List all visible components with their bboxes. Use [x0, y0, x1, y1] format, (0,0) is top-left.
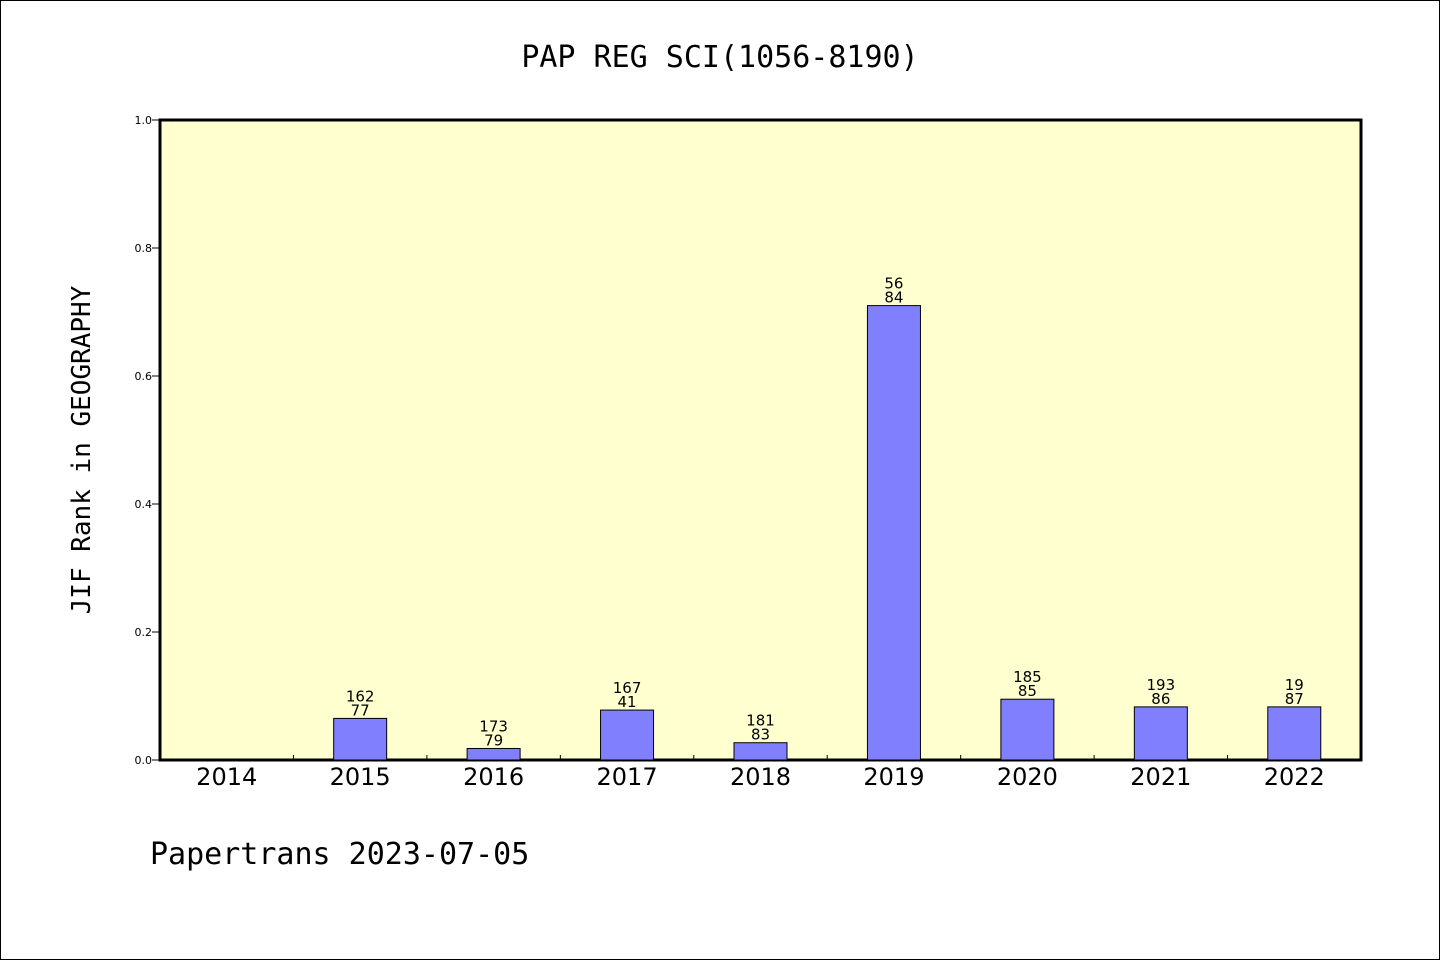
- bar-label-rank: 19: [1285, 676, 1304, 694]
- bar: [333, 717, 388, 761]
- y-tick-label: 0.4: [135, 498, 153, 511]
- bar: [1133, 706, 1188, 761]
- bar-label-total: 87: [1285, 690, 1304, 708]
- bar-label-rank: 193: [1147, 676, 1176, 694]
- footer-credit: Papertrans 2023-07-05: [150, 837, 529, 872]
- bar-label-total: 85: [1018, 682, 1037, 700]
- x-tick-label: 2020: [997, 763, 1058, 791]
- x-tick-label: 2021: [1130, 763, 1191, 791]
- bar-series: [333, 305, 1322, 761]
- bar-label-total: 83: [751, 726, 770, 744]
- bar: [1267, 706, 1322, 761]
- bar-label-total: 79: [484, 731, 503, 749]
- plot-area: [158, 118, 1363, 762]
- y-axis-label: JIF Rank in GEOGRAPHY: [67, 285, 97, 614]
- y-tick-label: 1.0: [135, 114, 153, 127]
- bar: [600, 709, 655, 761]
- bar-label-total: 77: [351, 701, 370, 719]
- x-axis-ticks: 2014 2015 2016 2017 2018 2019 2020 2021 2022: [196, 755, 1325, 791]
- bar: [866, 305, 921, 761]
- y-tick-label: 0.0: [135, 754, 153, 767]
- x-tick-label: 2016: [463, 763, 524, 791]
- bar-label-rank: 185: [1013, 668, 1042, 686]
- chart-title: PAP REG SCI(1056-8190): [521, 40, 918, 75]
- bar-label-rank: 167: [613, 679, 642, 697]
- bar-label-total: 41: [618, 693, 637, 711]
- y-tick-label: 0.2: [135, 626, 153, 639]
- bar-label-rank: 173: [479, 717, 508, 735]
- bar-label-rank: 56: [884, 275, 903, 293]
- x-tick-label: 2014: [196, 763, 257, 791]
- bar: [466, 747, 521, 761]
- x-tick-label: 2019: [863, 763, 924, 791]
- y-tick-label: 0.8: [135, 242, 153, 255]
- x-tick-label: 2018: [730, 763, 791, 791]
- y-tick-label: 0.6: [135, 370, 153, 383]
- bar-label-total: 84: [884, 289, 903, 307]
- x-tick-label: 2015: [330, 763, 391, 791]
- y-axis-ticks: 0.0 0.2 0.4 0.6 0.8 1.0: [135, 114, 160, 767]
- bar: [1000, 698, 1055, 761]
- x-tick-label: 2017: [597, 763, 658, 791]
- x-tick-label: 2022: [1264, 763, 1325, 791]
- bar-label-total: 86: [1151, 690, 1170, 708]
- bar: [733, 742, 788, 761]
- bar-label-rank: 162: [346, 687, 375, 705]
- bar-label-rank: 181: [746, 712, 775, 730]
